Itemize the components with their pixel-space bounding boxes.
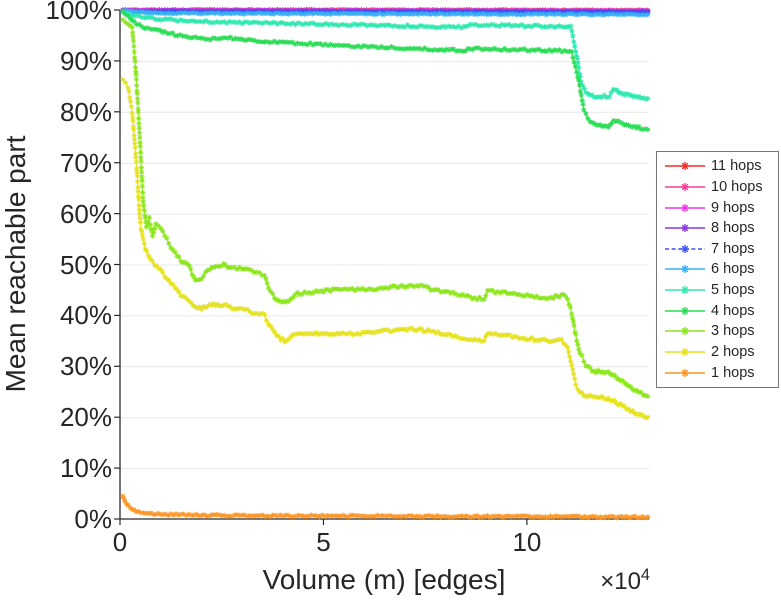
y-tick-label: 10% (59, 453, 112, 484)
legend-marker-icon (665, 347, 705, 356)
legend-item: 1 hops (663, 363, 778, 382)
legend: 11 hops 10 hops 9 hops 8 hops 7 hops 6 hops 5 … (656, 151, 779, 388)
legend-item-label: 5 hops (711, 282, 755, 299)
y-axis-label-text: Mean reachable part (0, 135, 31, 393)
y-axis-label: Mean reachable part (0, 136, 32, 393)
legend-item-label: 10 hops (711, 178, 763, 195)
legend-item: 2 hops (663, 342, 778, 361)
legend-item-label: 9 hops (711, 199, 755, 216)
legend-item-label: 7 hops (711, 240, 755, 257)
legend-item: 10 hops (663, 177, 778, 196)
y-tick-label: 70% (59, 147, 112, 178)
x-axis-label: Volume (m) [edges] (262, 564, 506, 595)
legend-marker-icon (665, 327, 705, 336)
y-tick-label: 20% (59, 402, 112, 433)
legend-item-label: 2 hops (711, 343, 755, 360)
legend-item: 4 hops (663, 301, 778, 320)
legend-marker-icon (665, 162, 705, 171)
y-tick-label: 80% (59, 96, 112, 127)
legend-item-label: 4 hops (711, 302, 755, 319)
x-multiplier-base: ×10 (600, 568, 641, 595)
legend-marker-icon (665, 182, 705, 191)
legend-marker-icon (665, 203, 705, 212)
legend-item: 11 hops (663, 157, 778, 176)
legend-item: 8 hops (663, 219, 778, 238)
y-tick-label: 90% (59, 45, 112, 76)
legend-item-label: 3 hops (711, 323, 755, 340)
legend-marker-icon (665, 286, 705, 295)
y-tick-label: 60% (59, 198, 112, 229)
legend-marker-icon (665, 368, 705, 377)
x-axis-multiplier: ×104 (560, 566, 650, 596)
y-tick-label: 50% (59, 249, 112, 280)
y-tick-label: 40% (59, 300, 112, 331)
legend-item-label: 11 hops (711, 158, 762, 175)
y-tick-label: 0% (74, 504, 112, 534)
legend-item: 6 hops (663, 260, 778, 279)
y-tick-label: 100% (45, 0, 113, 25)
y-tick-label: 30% (59, 351, 112, 382)
legend-marker-icon (665, 244, 705, 253)
x-tick-label: 5 (316, 527, 331, 557)
x-multiplier-exponent: 4 (640, 566, 650, 584)
x-tick-label: 0 (112, 527, 128, 557)
legend-item-label: 1 hops (711, 364, 755, 381)
legend-item: 9 hops (663, 198, 778, 217)
legend-item-label: 8 hops (711, 220, 755, 237)
legend-item: 5 hops (663, 281, 778, 300)
legend-item-label: 6 hops (711, 261, 755, 278)
legend-marker-icon (665, 224, 705, 233)
legend-item: 7 hops (663, 239, 778, 258)
legend-marker-icon (665, 265, 705, 274)
legend-marker-icon (665, 306, 705, 315)
legend-item: 3 hops (663, 322, 778, 341)
x-tick-label: 10 (512, 527, 542, 557)
